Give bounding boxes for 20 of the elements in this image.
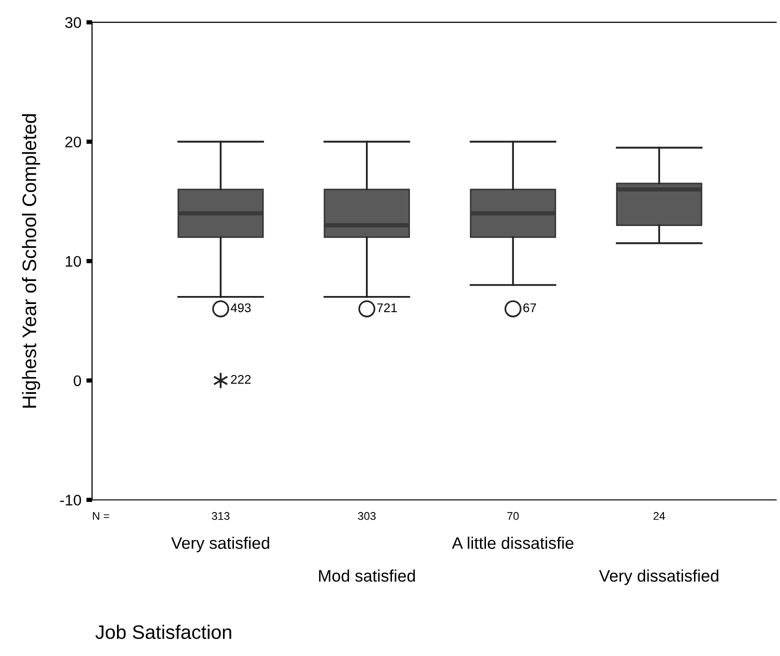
text: N = <box>92 512 110 520</box>
annotation: 222 <box>231 374 251 384</box>
y-tick-label: 30 <box>65 17 82 28</box>
annotation: 67 <box>523 303 536 312</box>
x-tick-label: Very dissatisfied <box>599 570 718 586</box>
x-tick-label: Very satisfied <box>171 536 270 552</box>
y-tick-label: -10 <box>60 494 82 506</box>
y-tick-label: 0 <box>74 375 82 386</box>
x-axis-title: Job Satisfaction <box>95 624 232 640</box>
text: 303 <box>358 512 376 520</box>
text: 70 <box>507 512 519 520</box>
text: 313 <box>212 512 230 520</box>
x-tick-label: A little dissatisfie <box>452 536 574 549</box>
y-axis-title: Highest Year of School Completed <box>22 114 40 408</box>
x-tick-label: Mod satisfied <box>319 570 415 582</box>
text: 24 <box>654 512 666 520</box>
y-tick-label: 10 <box>66 256 82 267</box>
y-tick-label: 20 <box>65 136 82 148</box>
annotation: 721 <box>377 303 397 312</box>
annotation: 493 <box>230 303 251 312</box>
